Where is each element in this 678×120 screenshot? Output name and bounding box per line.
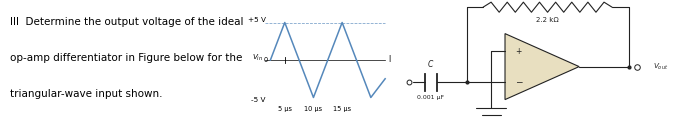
Text: $C$: $C$ bbox=[427, 58, 435, 69]
Text: triangular-wave input shown.: triangular-wave input shown. bbox=[10, 89, 163, 99]
Text: +5 V: +5 V bbox=[248, 17, 266, 23]
Text: III  Determine the output voltage of the ideal: III Determine the output voltage of the … bbox=[10, 17, 243, 27]
Text: I: I bbox=[388, 55, 391, 65]
Text: 2.2 kΩ: 2.2 kΩ bbox=[536, 17, 559, 23]
Text: 0: 0 bbox=[263, 57, 268, 63]
Text: op-amp differentiator in Figure below for the: op-amp differentiator in Figure below fo… bbox=[10, 53, 243, 63]
Text: $V_{out}$: $V_{out}$ bbox=[654, 61, 669, 72]
Text: 0.001 μF: 0.001 μF bbox=[417, 95, 445, 100]
Text: +: + bbox=[515, 46, 522, 55]
Text: $R_f$: $R_f$ bbox=[542, 0, 553, 1]
Polygon shape bbox=[505, 34, 579, 100]
Text: 10 μs: 10 μs bbox=[304, 107, 323, 113]
Text: $V_{in}$: $V_{in}$ bbox=[252, 53, 264, 63]
Text: -5 V: -5 V bbox=[252, 97, 266, 103]
Text: −: − bbox=[515, 78, 523, 87]
Text: 15 μs: 15 μs bbox=[333, 107, 351, 113]
Text: 5 μs: 5 μs bbox=[278, 107, 292, 113]
